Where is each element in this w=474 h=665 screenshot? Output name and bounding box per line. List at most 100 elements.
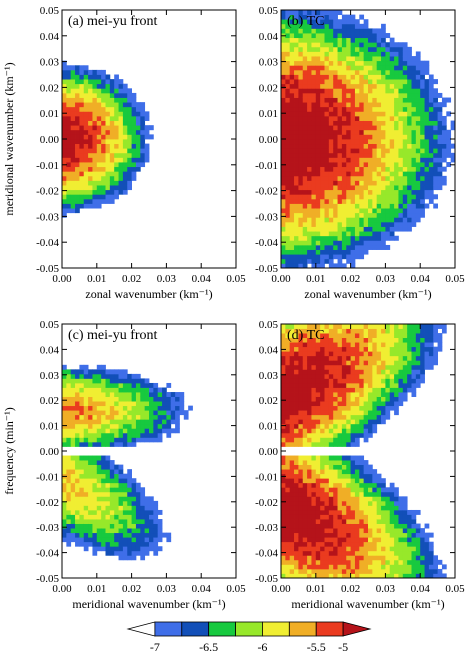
heatmap-cell [311, 414, 317, 420]
heatmap-cell [66, 139, 72, 145]
heatmap-cell [333, 74, 338, 80]
heatmap-cell [294, 401, 299, 407]
heatmap-cell [140, 550, 146, 556]
heatmap-cell [294, 505, 299, 511]
heatmap-cell [114, 509, 119, 515]
heatmap-cell [350, 263, 356, 268]
heatmap-cell [333, 491, 338, 497]
heatmap-cell [88, 115, 93, 121]
heatmap-cell [376, 541, 382, 547]
heatmap-cell [70, 437, 76, 443]
heatmap-cell [381, 97, 386, 103]
heatmap-cell [307, 56, 312, 62]
heatmap-cell [311, 203, 317, 209]
heatmap-cell [83, 74, 89, 80]
heatmap-cell [294, 568, 299, 574]
heatmap-cell [131, 509, 137, 515]
heatmap-cell [376, 217, 382, 223]
heatmap-cell [381, 42, 386, 48]
heatmap-cell [337, 171, 343, 177]
heatmap-cell [122, 550, 128, 556]
heatmap-cell [333, 364, 338, 370]
heatmap-cell [407, 351, 412, 357]
heatmap-cell [411, 134, 417, 140]
heatmap-cell [359, 231, 365, 237]
heatmap-cell [411, 555, 417, 561]
heatmap-cell [337, 519, 343, 524]
heatmap-cell [376, 573, 382, 578]
heatmap-cell [118, 166, 124, 172]
heatmap-cell [83, 92, 89, 98]
heatmap-cell [307, 392, 312, 397]
heatmap-cell [359, 217, 365, 223]
heatmap-cell [411, 550, 417, 556]
heatmap-cell [311, 514, 317, 520]
heatmap-cell [101, 378, 106, 384]
heatmap-cell [333, 125, 338, 131]
heatmap-cell [394, 180, 399, 186]
heatmap-cell [363, 88, 369, 94]
heatmap-cell [285, 111, 291, 117]
heatmap-cell [294, 231, 299, 237]
heatmap-cell [407, 221, 412, 227]
heatmap-cell [433, 360, 438, 366]
heatmap-cell [354, 550, 360, 556]
heatmap-cell [118, 509, 124, 515]
heatmap-cell [302, 324, 308, 329]
heatmap-cell [311, 143, 317, 149]
heatmap-cell [446, 139, 452, 145]
heatmap-cell [302, 244, 308, 250]
heatmap-cell [402, 162, 408, 168]
heatmap-cell [372, 537, 378, 543]
heatmap-cell [294, 185, 299, 191]
heatmap-cell [324, 69, 330, 75]
heatmap-cell [294, 523, 299, 529]
heatmap-cell [101, 152, 106, 158]
heatmap-cell [324, 148, 330, 154]
heatmap-cell [311, 528, 317, 534]
heatmap-cell [376, 42, 382, 48]
heatmap-cell [118, 541, 124, 547]
heatmap-cell [372, 428, 378, 434]
heatmap-cell [337, 111, 343, 117]
heatmap-cell [368, 42, 373, 48]
heatmap-cell [149, 532, 154, 538]
heatmap-cell [354, 166, 360, 172]
heatmap-cell [354, 573, 360, 578]
heatmap-cell [320, 401, 325, 407]
heatmap-cell [122, 166, 128, 172]
heatmap-cell [298, 51, 304, 57]
heatmap-cell [411, 208, 417, 214]
heatmap-cell [324, 217, 330, 223]
heatmap-cell [285, 568, 291, 574]
heatmap-cell [394, 139, 399, 145]
heatmap-cell [66, 134, 72, 140]
heatmap-cell [281, 258, 286, 264]
heatmap-cell [368, 56, 373, 62]
heatmap-cell [324, 355, 330, 361]
heatmap-cell [394, 46, 399, 52]
heatmap-cell [376, 208, 382, 214]
heatmap-cell [376, 532, 382, 538]
heatmap-cell [389, 333, 395, 339]
heatmap-cell [368, 74, 373, 80]
heatmap-cell [376, 65, 382, 71]
heatmap-cell [114, 185, 119, 191]
heatmap-cell [394, 351, 399, 357]
heatmap-cell [428, 175, 434, 181]
x-tick-label: 0.02 [122, 273, 141, 285]
heatmap-cell [285, 65, 291, 71]
heatmap-cell [320, 244, 325, 250]
heatmap-cell [109, 405, 115, 411]
heatmap-cell [289, 249, 295, 255]
heatmap-cell [285, 235, 291, 241]
heatmap-cell [96, 532, 102, 538]
heatmap-cell [359, 244, 365, 250]
heatmap-cell [420, 369, 425, 375]
heatmap-cell [385, 509, 391, 515]
x-tick-label: 0.01 [306, 273, 325, 285]
heatmap-cell [376, 382, 382, 388]
heatmap-cell [359, 514, 365, 520]
heatmap-cell [363, 120, 369, 126]
heatmap-cell [376, 419, 382, 425]
